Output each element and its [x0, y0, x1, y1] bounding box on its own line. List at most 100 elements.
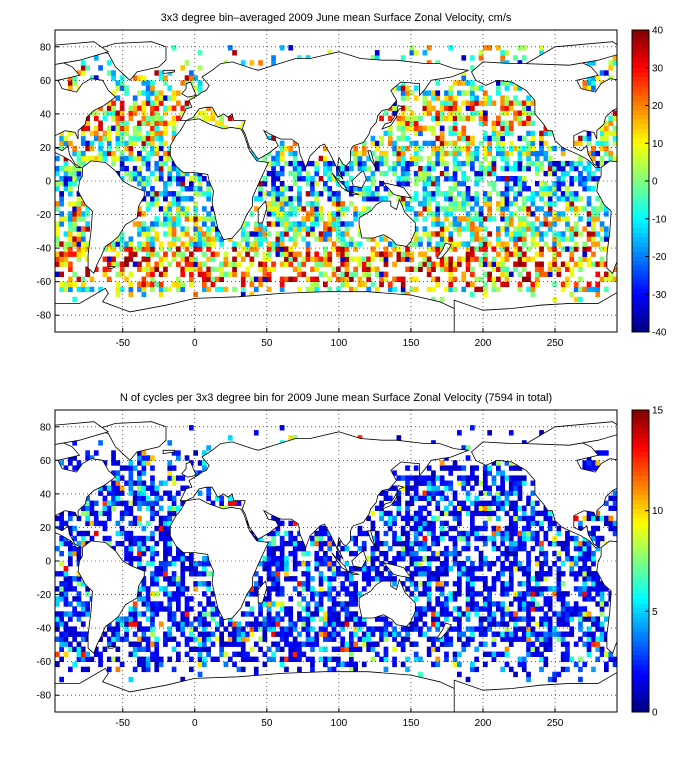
bin-cell	[556, 196, 562, 202]
bin-cell	[115, 616, 121, 622]
bin-cell	[145, 641, 151, 647]
bin-cell	[422, 475, 428, 481]
bin-cell	[582, 566, 588, 572]
bin-cell	[240, 286, 246, 293]
bin-cell	[413, 115, 419, 121]
bin-cell	[405, 550, 410, 557]
bin-cell	[266, 656, 272, 662]
bin-cell	[491, 266, 497, 272]
bin-cell	[301, 545, 307, 552]
bin-cell	[508, 120, 514, 126]
bin-cell	[137, 460, 142, 466]
bin-cell	[392, 140, 397, 147]
bin-cell	[591, 641, 596, 647]
bin-cell	[560, 621, 566, 627]
bin-cell	[357, 231, 363, 237]
bin-cell	[560, 231, 566, 237]
bin-cell	[431, 211, 436, 217]
bin-cell	[167, 440, 173, 446]
bin-cell	[599, 611, 605, 617]
bin-cell	[171, 241, 177, 247]
bin-cell	[513, 616, 518, 622]
bin-cell	[478, 85, 484, 91]
bin-cell	[245, 611, 250, 617]
bin-cell	[396, 500, 402, 506]
bin-cell	[491, 256, 497, 262]
bin-cell	[413, 231, 419, 237]
bin-cell	[236, 636, 242, 642]
bin-cell	[210, 606, 216, 612]
bin-cell	[465, 90, 471, 96]
bin-cell	[569, 291, 575, 298]
bin-cell	[353, 591, 358, 597]
bin-cell	[163, 540, 168, 547]
bin-cell	[310, 221, 315, 227]
bin-cell	[76, 241, 82, 247]
bin-cell	[465, 80, 471, 86]
bin-cell	[93, 450, 99, 456]
bin-cell	[68, 641, 73, 647]
bin-cell	[552, 201, 557, 207]
bin-cell	[171, 216, 177, 222]
bin-cell	[465, 586, 471, 592]
bin-cell	[500, 530, 505, 537]
bin-cell	[457, 581, 462, 587]
bin-cell	[197, 490, 203, 496]
bin-cell	[539, 606, 544, 612]
bin-cell	[534, 150, 540, 157]
bin-cell	[141, 596, 147, 602]
bin-cell	[310, 186, 315, 192]
bin-cell	[543, 641, 549, 647]
bin-cell	[344, 616, 350, 622]
bin-cell	[176, 626, 181, 632]
bin-cell	[383, 256, 389, 262]
bin-cell	[111, 470, 116, 476]
bin-cell	[444, 480, 449, 486]
bin-cell	[496, 276, 501, 282]
bin-cell	[55, 601, 60, 607]
y-tick-label: 40	[40, 109, 52, 120]
bin-cell	[457, 591, 462, 597]
bin-cell	[409, 485, 415, 491]
bin-cell	[586, 540, 592, 547]
bin-cell	[612, 530, 617, 537]
bin-cell	[612, 140, 617, 147]
bin-cell	[297, 651, 302, 657]
bin-cell	[452, 596, 458, 602]
bin-cell	[470, 561, 475, 567]
bin-cell	[530, 520, 536, 527]
bin-cell	[284, 540, 289, 547]
bin-cell	[262, 176, 268, 182]
colorbar-segment	[632, 284, 649, 290]
bin-cell	[387, 130, 393, 137]
bin-cell	[435, 646, 441, 652]
bin-cell	[132, 261, 138, 267]
bin-cell	[180, 571, 186, 577]
bin-cell	[297, 540, 302, 547]
bin-cell	[115, 646, 121, 652]
bin-cell	[604, 246, 609, 252]
bin-cell	[167, 606, 173, 612]
bin-cell	[232, 50, 237, 56]
bin-cell	[85, 495, 90, 501]
bin-cell	[85, 636, 90, 642]
bin-cell	[521, 226, 527, 232]
bin-cell	[504, 100, 510, 106]
bin-cell	[115, 666, 121, 673]
bin-cell	[521, 276, 527, 282]
bin-cell	[448, 636, 454, 642]
bin-cell	[240, 271, 246, 277]
bin-cell	[249, 291, 255, 298]
bin-cell	[219, 271, 224, 277]
bin-cell	[560, 641, 566, 647]
bin-cell	[145, 191, 151, 197]
bin-cell	[418, 671, 423, 678]
bin-cell	[508, 460, 514, 466]
bin-cell	[400, 196, 406, 202]
bin-cell	[189, 70, 194, 76]
bin-cell	[137, 561, 142, 567]
bin-cell	[500, 606, 505, 612]
bin-cell	[586, 286, 592, 293]
bin-cell	[176, 216, 181, 222]
bin-cell	[539, 160, 544, 167]
